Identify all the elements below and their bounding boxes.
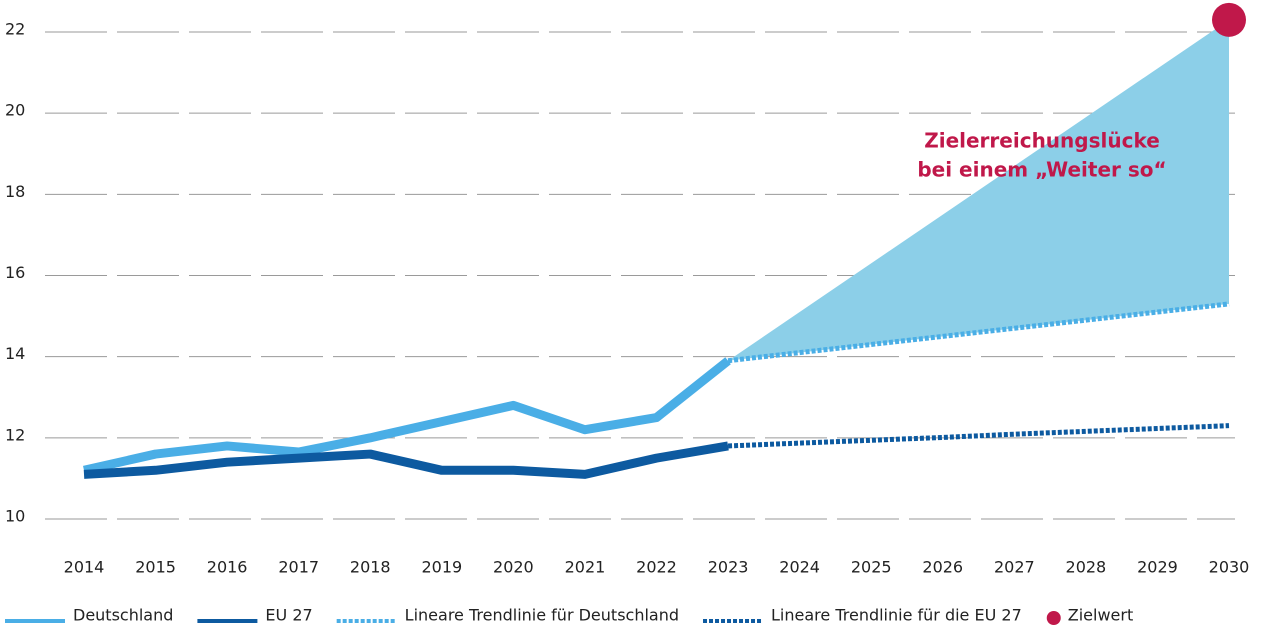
x-tick-label: 2023 <box>708 558 749 577</box>
legend-item: Deutschland <box>5 606 173 625</box>
legend-label: Lineare Trendlinie für Deutschland <box>405 606 679 625</box>
y-tick-label: 14 <box>5 344 25 363</box>
y-tick-label: 22 <box>5 20 25 39</box>
legend-swatch <box>1046 611 1061 625</box>
x-tick-label: 2030 <box>1209 558 1250 577</box>
target-point <box>1212 2 1246 37</box>
legend-item: EU 27 <box>197 606 313 625</box>
series-line <box>727 301 1230 364</box>
legend-label: EU 27 <box>265 606 312 625</box>
y-tick-label: 20 <box>5 101 25 120</box>
x-tick-label: 2019 <box>421 558 462 577</box>
y-tick-label: 12 <box>5 425 25 444</box>
grid <box>45 31 1235 520</box>
y-tick-label: 16 <box>5 263 25 282</box>
legend-label: Zielwert <box>1068 606 1133 625</box>
x-tick-label: 2026 <box>922 558 963 577</box>
annotation: bei einem „Weiter so“ <box>917 158 1166 182</box>
x-tick-label: 2016 <box>207 558 248 577</box>
legend-item: Lineare Trendlinie für die EU 27 <box>703 606 1022 625</box>
series-line <box>83 441 729 479</box>
legend-label: Deutschland <box>73 606 173 625</box>
x-tick-label: 2015 <box>135 558 176 577</box>
y-tick-label: 18 <box>5 182 25 201</box>
x-tick-label: 2025 <box>851 558 892 577</box>
series-line <box>727 423 1230 449</box>
gap-area <box>728 19 1229 361</box>
y-tick-label: 10 <box>5 507 25 526</box>
x-tick-label: 2017 <box>278 558 319 577</box>
x-tick-label: 2021 <box>565 558 606 577</box>
x-tick-label: 2018 <box>350 558 391 577</box>
x-tick-label: 2020 <box>493 558 534 577</box>
x-tick-label: 2029 <box>1137 558 1178 577</box>
annotation: Zielerreichungslücke <box>924 129 1160 153</box>
legend-item: Lineare Trendlinie für Deutschland <box>336 606 679 625</box>
x-tick-label: 2027 <box>994 558 1035 577</box>
legend-item: Zielwert <box>1046 606 1133 625</box>
x-tick-label: 2014 <box>64 558 105 577</box>
legend-label: Lineare Trendlinie für die EU 27 <box>771 606 1022 625</box>
x-tick-label: 2028 <box>1066 558 1107 577</box>
series-line <box>83 357 731 475</box>
x-tick-label: 2022 <box>636 558 677 577</box>
x-tick-label: 2024 <box>779 558 820 577</box>
